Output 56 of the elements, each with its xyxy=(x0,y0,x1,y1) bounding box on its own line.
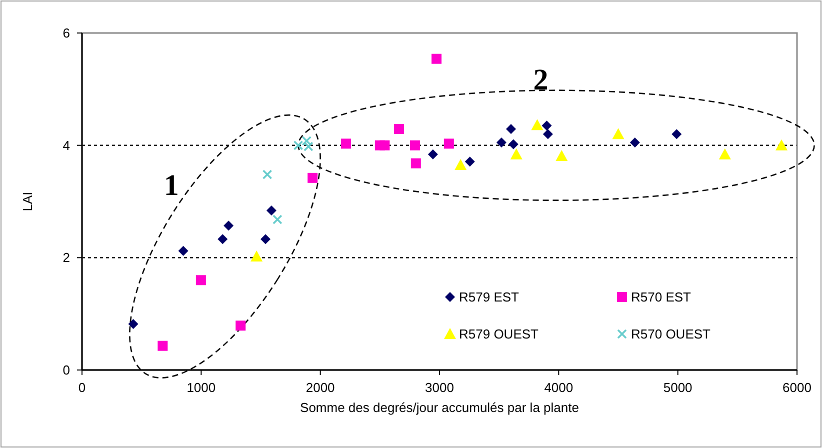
point xyxy=(394,124,404,134)
point xyxy=(224,220,234,231)
point xyxy=(428,149,438,160)
point xyxy=(262,170,272,180)
point xyxy=(531,119,544,130)
x-tick-label: 1000 xyxy=(186,380,216,395)
y-tick-label: 4 xyxy=(62,138,70,153)
point xyxy=(444,138,454,149)
point xyxy=(236,320,246,331)
legend-label: R579 EST xyxy=(459,290,520,305)
point xyxy=(542,129,553,140)
point xyxy=(308,172,318,183)
point xyxy=(410,140,420,150)
point xyxy=(178,246,188,256)
point xyxy=(464,156,475,167)
point xyxy=(380,140,390,150)
point xyxy=(218,234,228,244)
annotation: 2 xyxy=(533,64,548,97)
y-tick-label: 2 xyxy=(62,250,70,266)
point xyxy=(542,120,552,131)
point xyxy=(340,138,351,149)
legend-label: R579 OUEST xyxy=(459,326,539,342)
point xyxy=(612,128,624,140)
point xyxy=(158,340,168,351)
x-tick-label: 3000 xyxy=(425,380,454,395)
annotation: 1 xyxy=(164,169,179,202)
x-axis-title: Somme des degrés/jour accumulés par la plante xyxy=(300,400,579,415)
legend-label: R570 OUEST xyxy=(631,326,711,342)
point xyxy=(630,138,640,148)
point xyxy=(196,275,206,286)
point xyxy=(272,214,282,224)
point xyxy=(776,139,788,150)
y-tick-label: 6 xyxy=(62,26,70,41)
point xyxy=(260,234,271,244)
x-tick-label: 6000 xyxy=(782,380,812,395)
point xyxy=(510,148,522,160)
point xyxy=(454,158,467,170)
point xyxy=(432,54,442,64)
x-tick-label: 4000 xyxy=(544,380,574,395)
point xyxy=(556,150,568,162)
legend-label: R570 EST xyxy=(631,290,692,305)
x-tick-label: 0 xyxy=(78,380,86,395)
x-tick-label: 5000 xyxy=(663,380,692,395)
x-tick-label: 2000 xyxy=(306,380,335,395)
point xyxy=(496,138,506,148)
point xyxy=(672,129,682,140)
y-tick-label: 0 xyxy=(62,362,70,378)
point xyxy=(506,124,516,134)
point xyxy=(266,205,276,216)
point xyxy=(250,250,263,262)
point xyxy=(718,148,731,160)
point xyxy=(302,136,312,146)
point xyxy=(410,158,421,168)
y-axis-title: LAI xyxy=(20,192,35,212)
point xyxy=(128,318,138,329)
point xyxy=(508,139,518,150)
